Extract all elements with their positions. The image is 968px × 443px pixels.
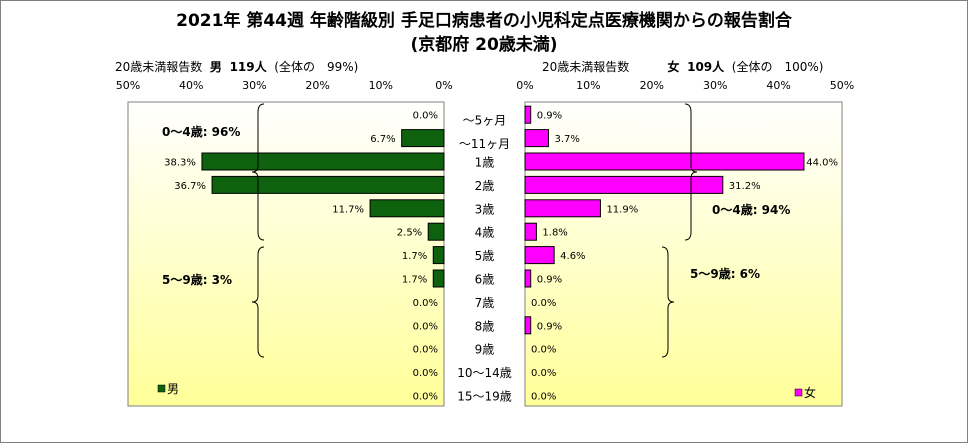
male-data-label: 0.0% (413, 392, 438, 403)
male-summary-count: 119人 (229, 60, 267, 74)
male-data-label: 0.0% (413, 368, 438, 379)
left-annotation-5-9: 5～9歳: 3% (162, 272, 232, 287)
male-data-label: 2.5% (397, 228, 422, 239)
female-bar (524, 199, 601, 218)
female-data-label: 44.0% (806, 158, 838, 169)
female-data-label: 11.9% (606, 204, 638, 215)
female-data-label: 31.2% (729, 181, 761, 192)
male-bar (201, 152, 445, 171)
male-data-label: 11.7% (332, 204, 364, 215)
left-axis-tick-label: 20% (305, 79, 329, 92)
female-bar (524, 129, 549, 148)
female-report-summary: 20歳未満報告数 女 109人 (全体の 100%) (542, 58, 823, 75)
male-summary-share: (全体の 99%) (274, 60, 359, 74)
female-bar (524, 105, 532, 124)
female-summary-count: 109人 (687, 60, 725, 74)
age-category-label: 9歳 (475, 343, 495, 357)
male-summary-label: 20歳未満報告数 (115, 60, 203, 74)
male-bar (211, 175, 445, 194)
age-category-label: 15～19歳 (457, 390, 512, 404)
male-bar (427, 222, 445, 241)
right-bracket-0-4 (684, 103, 698, 241)
right-axis-tick-label: 40% (766, 79, 790, 92)
age-category-label: 1歳 (475, 156, 495, 170)
female-bar (524, 175, 724, 194)
female-summary-label: 20歳未満報告数 (542, 60, 630, 74)
male-legend-label: 男 (167, 382, 179, 396)
age-category-label: 6歳 (475, 273, 495, 287)
female-legend-swatch (794, 388, 803, 397)
age-category-label: 8歳 (475, 319, 495, 333)
right-axis-tick-label: 30% (703, 79, 727, 92)
left-plot-area (127, 101, 445, 407)
female-data-label: 1.8% (542, 228, 567, 239)
right-axis-tick-label: 0% (516, 79, 533, 92)
female-data-label: 0.0% (531, 345, 556, 356)
male-summary-sex: 男 (209, 60, 222, 74)
age-category-label: 3歳 (475, 202, 495, 216)
age-category-label: 5歳 (475, 249, 495, 263)
right-annotation-0-4: 0～4歳: 94% (712, 202, 790, 217)
male-report-summary: 20歳未満報告数 男 119人 (全体の 99%) (115, 58, 358, 75)
female-data-label: 4.6% (560, 251, 585, 262)
male-data-label: 1.7% (402, 251, 427, 262)
male-data-label: 0.0% (413, 111, 438, 122)
male-data-label: 0.0% (413, 345, 438, 356)
female-summary-share: (全体の 100%) (731, 60, 824, 74)
right-axis-tick-label: 20% (640, 79, 664, 92)
chart-title: 2021年 第44週 年齢階級別 手足口病患者の小児科定点医療機関からの報告割合 (176, 11, 792, 31)
female-data-label: 0.0% (531, 298, 556, 309)
female-data-label: 0.9% (537, 275, 562, 286)
age-category-label: ～11ヶ月 (459, 137, 510, 151)
right-axis-tick-label: 10% (576, 79, 600, 92)
age-category-label: 7歳 (475, 296, 495, 310)
left-annotation-0-4: 0～4歳: 96% (162, 124, 240, 139)
left-bracket-5-9 (251, 246, 265, 358)
male-bar (432, 269, 445, 288)
left-axis-tick-label: 40% (179, 79, 203, 92)
right-bracket-5-9 (661, 246, 675, 358)
female-bar (524, 222, 537, 241)
female-bar (524, 152, 805, 171)
age-category-label: 10～14歳 (457, 366, 512, 380)
chart-subtitle: (京都府 20歳未満) (410, 35, 558, 55)
female-data-label: 0.9% (537, 111, 562, 122)
left-bracket-0-4 (251, 103, 265, 241)
male-data-label: 38.3% (164, 158, 196, 169)
female-bar (524, 269, 532, 288)
female-data-label: 0.0% (531, 368, 556, 379)
female-data-label: 0.0% (531, 392, 556, 403)
female-bar (524, 246, 555, 265)
male-data-label: 0.0% (413, 298, 438, 309)
female-data-label: 0.9% (537, 321, 562, 332)
female-bar (524, 316, 532, 335)
male-legend-swatch (157, 384, 166, 393)
male-bar (432, 246, 445, 265)
male-data-label: 1.7% (402, 275, 427, 286)
right-annotation-5-9: 5～9歳: 6% (690, 266, 760, 281)
right-axis-tick-label: 50% (830, 79, 854, 92)
male-data-label: 0.0% (413, 321, 438, 332)
age-category-label: ～5ヶ月 (463, 114, 507, 128)
male-bar (401, 129, 445, 148)
female-legend-label: 女 (804, 385, 816, 400)
male-bar (369, 199, 445, 218)
left-axis-tick-label: 10% (369, 79, 393, 92)
male-data-label: 36.7% (174, 181, 206, 192)
female-data-label: 3.7% (554, 134, 579, 145)
male-data-label: 6.7% (370, 134, 395, 145)
age-category-label: 2歳 (475, 179, 495, 193)
female-summary-sex: 女 (667, 60, 680, 74)
age-category-label: 4歳 (475, 226, 495, 240)
left-axis-tick-label: 50% (116, 79, 140, 92)
left-axis-tick-label: 0% (435, 79, 452, 92)
left-axis-tick-label: 30% (242, 79, 266, 92)
